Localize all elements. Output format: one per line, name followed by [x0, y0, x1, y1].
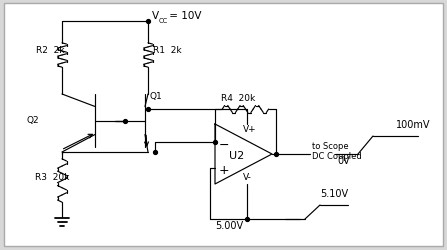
Text: V: V	[152, 11, 159, 21]
Text: 5.10V: 5.10V	[320, 188, 348, 198]
Text: V+: V+	[243, 124, 257, 134]
Text: −: −	[219, 138, 229, 151]
Text: = 10V: = 10V	[166, 11, 202, 21]
Text: R2  2k: R2 2k	[36, 46, 64, 55]
Text: V-: V-	[243, 172, 252, 181]
Text: 5.00V: 5.00V	[215, 220, 243, 230]
Text: DC Coupled: DC Coupled	[312, 152, 362, 160]
Text: R4  20k: R4 20k	[221, 94, 255, 102]
Text: 100mV: 100mV	[396, 120, 430, 130]
Text: U2: U2	[229, 150, 244, 160]
Text: CC: CC	[159, 18, 168, 24]
Text: R3  20k: R3 20k	[35, 172, 69, 181]
Text: Q2: Q2	[26, 116, 38, 125]
Text: to Scope: to Scope	[312, 142, 349, 150]
Text: +: +	[219, 164, 230, 177]
Text: 0V: 0V	[337, 156, 350, 165]
Text: Q1: Q1	[149, 92, 162, 100]
Text: R1  2k: R1 2k	[153, 46, 181, 55]
